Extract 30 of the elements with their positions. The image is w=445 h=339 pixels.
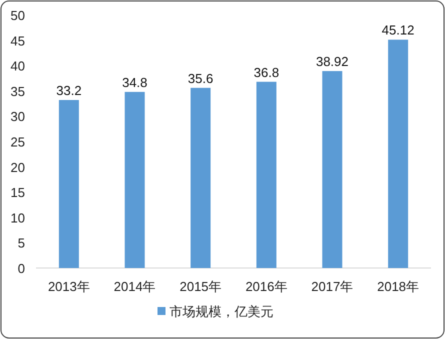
x-tick-label: 2013年 — [48, 279, 90, 294]
y-tick-label: 50 — [10, 8, 25, 23]
x-tick-label: 2014年 — [114, 279, 156, 294]
x-tick-label: 2015年 — [180, 279, 222, 294]
y-tick-label: 40 — [10, 58, 25, 74]
bar — [58, 100, 79, 268]
data-label: 36.8 — [254, 64, 280, 80]
x-tick-label: 2017年 — [311, 279, 354, 294]
data-label: 38.92 — [316, 54, 349, 70]
data-label: 45.12 — [382, 22, 414, 38]
y-tick-label: 45 — [10, 33, 25, 48]
bar — [256, 82, 276, 268]
y-tick-label: 30 — [10, 109, 25, 124]
x-tick-label: 2016年 — [245, 279, 288, 294]
bar — [322, 71, 342, 268]
data-label: 33.2 — [56, 83, 82, 98]
legend-label: 市场规模，亿美元 — [170, 304, 274, 319]
y-tick-label: 25 — [10, 134, 25, 150]
x-tick-label: 2018年 — [377, 279, 420, 294]
y-tick-label: 5 — [18, 236, 25, 251]
bar — [124, 92, 145, 268]
data-label: 34.8 — [122, 74, 148, 90]
y-tick-label: 20 — [10, 160, 25, 175]
bar — [388, 40, 408, 268]
bar — [190, 88, 211, 268]
y-tick-label: 10 — [10, 210, 25, 226]
data-label: 35.6 — [188, 70, 214, 86]
y-tick-label: 0 — [18, 261, 25, 276]
y-tick-label: 15 — [10, 185, 25, 200]
y-tick-label: 35 — [10, 84, 25, 99]
